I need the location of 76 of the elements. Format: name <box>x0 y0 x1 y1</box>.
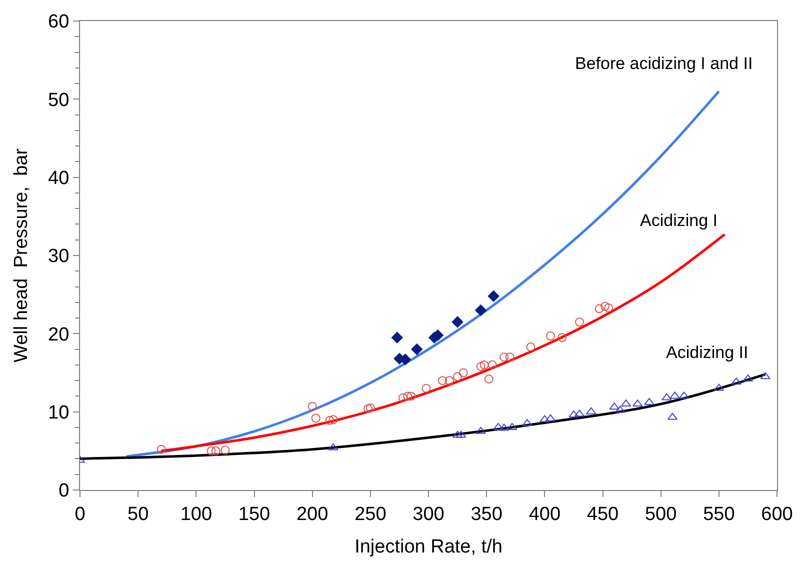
point <box>488 290 500 302</box>
y-tick-label: 20 <box>48 324 70 346</box>
x-tick-label: 600 <box>761 504 793 525</box>
point <box>366 403 375 412</box>
x-tick-label: 50 <box>128 504 149 525</box>
x-tick-label: 500 <box>644 504 677 525</box>
point <box>505 352 514 362</box>
series-label: Acidizing I <box>640 211 718 230</box>
point <box>609 402 620 410</box>
point <box>220 446 230 455</box>
point <box>500 352 509 362</box>
point <box>364 404 373 414</box>
point <box>644 398 654 405</box>
point <box>476 426 486 434</box>
point <box>600 302 610 311</box>
point <box>731 378 742 385</box>
y-tick-label: 60 <box>48 12 70 33</box>
point <box>398 393 408 402</box>
point <box>568 410 579 418</box>
point <box>311 414 320 423</box>
x-tick-label: 550 <box>703 504 735 525</box>
x-axis-title: Injection Rate, t/h <box>354 536 502 558</box>
point <box>328 443 338 450</box>
point <box>411 344 423 355</box>
point <box>206 446 216 456</box>
point <box>558 333 567 342</box>
point <box>406 392 416 401</box>
y-tick-label: 30 <box>48 246 70 268</box>
point <box>438 376 447 386</box>
point <box>526 342 536 352</box>
point <box>444 376 454 386</box>
point <box>422 384 431 393</box>
x-tick-label: 400 <box>528 504 561 525</box>
point <box>594 304 604 314</box>
point <box>156 444 166 454</box>
point <box>615 406 626 413</box>
point <box>403 392 412 401</box>
y-tick-label: 40 <box>48 168 70 189</box>
point <box>522 419 532 426</box>
y-axis-title: Well head Pressure, bar <box>10 148 32 363</box>
x-tick-label: 450 <box>586 504 619 525</box>
point <box>391 332 403 344</box>
point <box>507 422 518 430</box>
y-tick-label: 10 <box>48 402 70 424</box>
point <box>325 416 334 425</box>
point <box>308 402 317 411</box>
x-tick-label: 150 <box>238 504 270 525</box>
point <box>211 446 220 456</box>
point <box>480 360 489 370</box>
point <box>452 316 464 328</box>
x-tick-label: 250 <box>354 504 386 525</box>
point <box>488 360 497 370</box>
point <box>604 303 614 312</box>
point <box>328 415 338 424</box>
point <box>670 392 680 399</box>
x-tick-label: 300 <box>412 504 444 525</box>
x-tick-label: 200 <box>296 504 328 525</box>
point <box>458 368 468 378</box>
point <box>662 393 672 400</box>
x-tick-label: 100 <box>180 504 212 525</box>
point <box>546 332 555 341</box>
x-tick-label: 0 <box>74 504 86 525</box>
text: Before acidizing I and II <box>575 54 753 73</box>
point <box>575 317 584 326</box>
point <box>476 362 486 371</box>
y-tick-label: 0 <box>58 480 70 502</box>
x-tick-label: 350 <box>470 504 502 525</box>
point <box>475 304 486 316</box>
point <box>760 372 770 380</box>
point <box>453 372 462 382</box>
point <box>484 374 494 384</box>
y-tick-label: 50 <box>48 90 70 111</box>
point <box>540 415 550 422</box>
point <box>493 422 504 430</box>
series-label: Acidizing II <box>666 343 748 362</box>
point <box>586 407 596 414</box>
